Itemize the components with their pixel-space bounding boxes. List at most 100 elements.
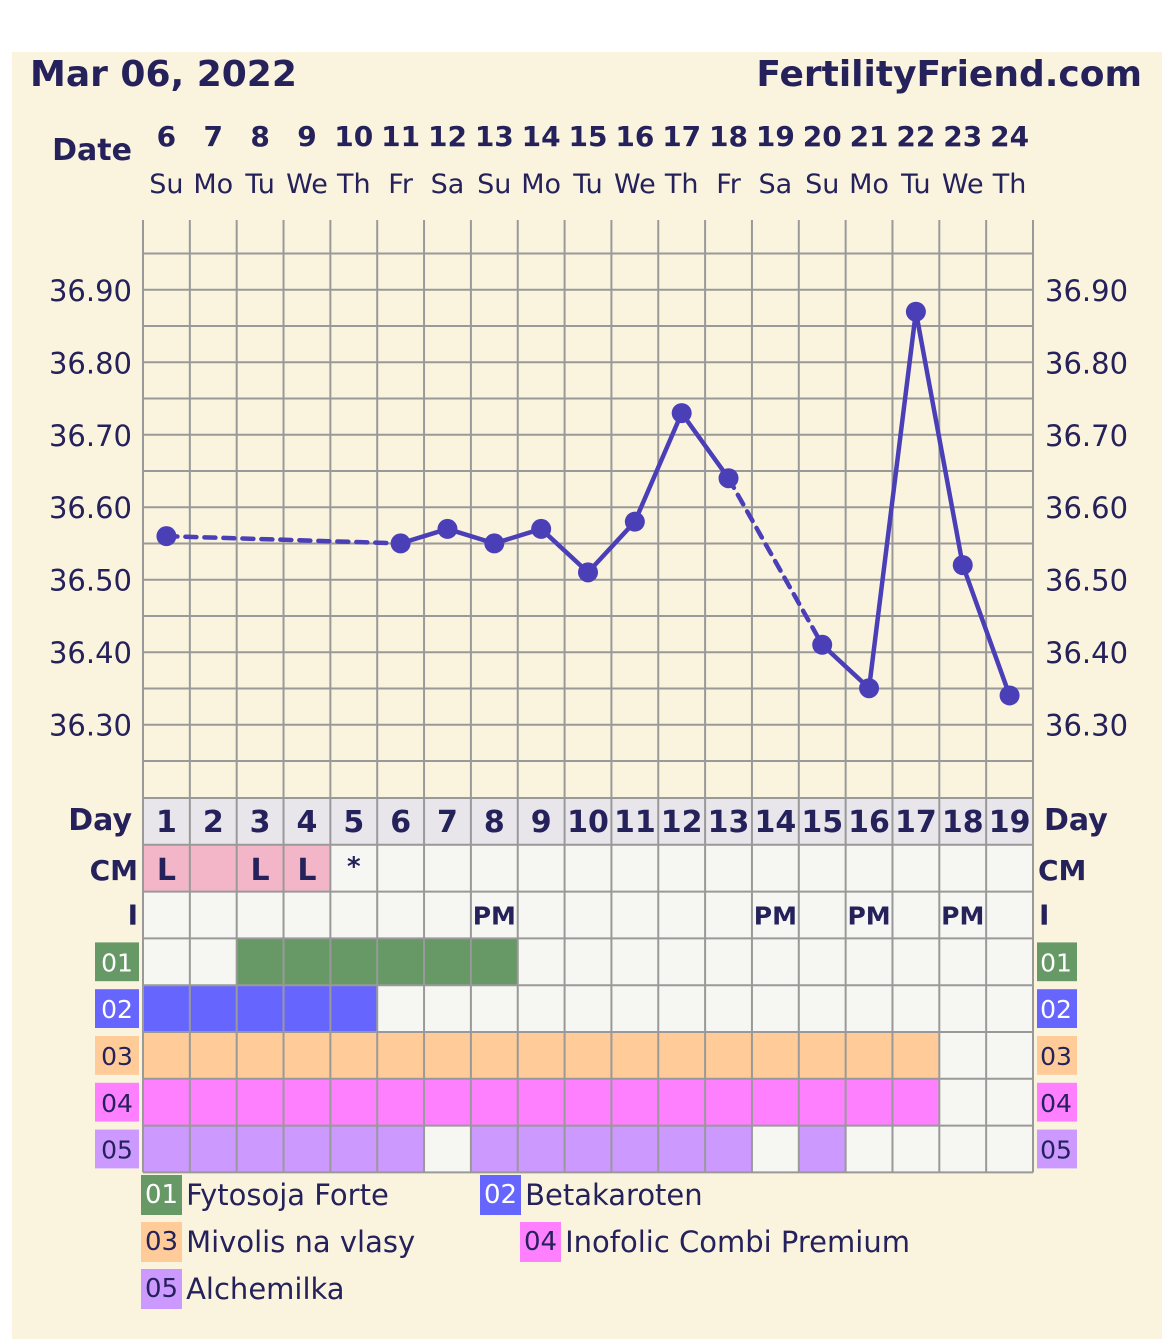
- medication-cell: [424, 938, 471, 986]
- weekday-label: Tu: [900, 169, 931, 200]
- medication-cell: [658, 1125, 706, 1173]
- legend-item: 05 Alchemilka: [141, 1269, 345, 1309]
- day-cell: [143, 798, 190, 845]
- cycle-day-label: 8: [484, 805, 505, 840]
- temperature-point[interactable]: [578, 562, 598, 583]
- temperature-point[interactable]: [390, 533, 411, 554]
- date-label: 9: [297, 120, 316, 153]
- intercourse-cell: [283, 891, 331, 939]
- medication-cell: [377, 1078, 425, 1126]
- temperature-point[interactable]: [437, 518, 458, 539]
- cm-cell: [751, 844, 799, 892]
- temperature-point[interactable]: [531, 518, 552, 539]
- intercourse-row-label-left: I: [128, 899, 138, 932]
- cycle-day-label: 10: [567, 805, 609, 840]
- medication-cell: [939, 1032, 987, 1079]
- medication-cell: [517, 1032, 565, 1079]
- intercourse-cell: [986, 891, 1033, 939]
- temperature-point[interactable]: [484, 533, 505, 554]
- weekday-label: Tu: [572, 169, 603, 200]
- day-cell: [517, 798, 565, 845]
- medication-cell: [751, 985, 799, 1032]
- cm-cell: [283, 844, 331, 892]
- cm-cell: [330, 844, 378, 892]
- temperature-segment: [632, 410, 684, 524]
- medication-cell: [377, 1125, 425, 1173]
- medication-cell: [283, 1125, 331, 1173]
- medication-cell: [189, 985, 237, 1032]
- weekday-label: Fr: [716, 169, 742, 200]
- temperature-point[interactable]: [718, 468, 739, 489]
- weekday-label: We: [614, 169, 656, 200]
- date-label: 24: [990, 120, 1029, 153]
- temperature-point[interactable]: [671, 403, 692, 424]
- medication-code-bg-right: [1037, 942, 1077, 982]
- medication-cell: [705, 1125, 752, 1173]
- medication-cell: [986, 1032, 1033, 1079]
- legend-code: 03: [141, 1222, 183, 1262]
- medication-code-bg-right: [1037, 1082, 1077, 1122]
- medication-cell: [330, 938, 378, 986]
- date-label: 11: [381, 120, 420, 153]
- y-tick-label-left: 36.80: [49, 346, 132, 380]
- legend-name: Mivolis na vlasy: [186, 1225, 416, 1259]
- medication-cell: [564, 1078, 612, 1126]
- intercourse-value: PM: [754, 902, 797, 931]
- intercourse-cell: [658, 891, 706, 939]
- medication-cell: [751, 1078, 799, 1126]
- medication-cell: [658, 1032, 706, 1079]
- site-name[interactable]: FertilityFriend.com: [756, 54, 1142, 95]
- weekday-label: Sa: [759, 169, 793, 200]
- day-cell: [845, 798, 893, 845]
- medication-cell: [143, 985, 190, 1032]
- medication-cell: [283, 1032, 331, 1079]
- temperature-point[interactable]: [859, 678, 880, 699]
- medication-cell: [892, 1078, 940, 1126]
- date-label: 16: [615, 120, 654, 153]
- temperature-point[interactable]: [952, 555, 973, 576]
- cm-value: *: [347, 852, 361, 882]
- date-label: 8: [250, 120, 269, 153]
- legend-name: Alchemilka: [186, 1272, 345, 1306]
- medication-code-bg-left: [95, 1036, 139, 1075]
- date-label: 7: [204, 120, 223, 153]
- medication-cell: [424, 1125, 471, 1173]
- temperature-point[interactable]: [905, 301, 926, 322]
- intercourse-cell: [143, 891, 190, 939]
- cm-cell: [658, 844, 706, 892]
- medication-cell: [236, 1078, 284, 1126]
- medication-cell: [705, 1032, 752, 1079]
- medication-cell: [377, 1032, 425, 1079]
- chart-date: Mar 06, 2022: [30, 54, 297, 95]
- medication-cell: [470, 938, 518, 986]
- cm-cell: [705, 844, 752, 892]
- day-cell: [283, 798, 331, 845]
- medication-cell: [517, 1078, 565, 1126]
- intercourse-cell: [751, 891, 799, 939]
- temperature-point[interactable]: [156, 526, 177, 547]
- medication-cell: [798, 1125, 846, 1173]
- temperature-segment: [960, 562, 1012, 698]
- medication-cell: [986, 1078, 1033, 1126]
- medication-cell: [892, 985, 940, 1032]
- day-cell: [424, 798, 471, 845]
- day-cell: [377, 798, 425, 845]
- weekday-label: Mo: [849, 169, 889, 200]
- weekday-label: Th: [992, 169, 1027, 200]
- medication-code-right: 05: [1040, 1136, 1072, 1165]
- temperature-point[interactable]: [999, 685, 1020, 706]
- medication-code-bg-right: [1037, 989, 1077, 1028]
- temperature-segment: [726, 475, 825, 648]
- cycle-day-label: 3: [250, 805, 271, 840]
- date-label: 19: [756, 120, 795, 153]
- temperature-point[interactable]: [624, 511, 645, 532]
- cm-cell: [236, 844, 284, 892]
- medication-code-left: 04: [101, 1089, 133, 1118]
- medication-cell: [845, 938, 893, 986]
- cycle-day-label: 1: [156, 805, 177, 840]
- medication-cell: [517, 985, 565, 1032]
- temperature-point[interactable]: [812, 634, 833, 655]
- intercourse-cell: [892, 891, 940, 939]
- medication-cell: [564, 938, 612, 986]
- intercourse-cell: [939, 891, 987, 939]
